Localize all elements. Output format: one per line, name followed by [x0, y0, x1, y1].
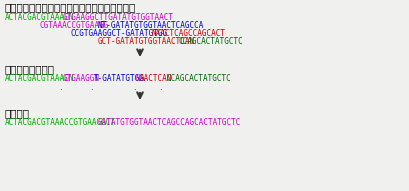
Text: GATATGTGGTAACTCAGCCAGCACTATGCTC: GATATGTGGTAACTCAGCCAGCACTATGCTC: [97, 118, 240, 127]
Text: CCAGCACTATGCTC: CCAGCACTATGCTC: [178, 37, 243, 46]
Text: AACTCAN: AACTCAN: [139, 74, 172, 83]
Text: GCT-GATATGTGGTAACTCAN: GCT-GATATGTGGTAACTCAN: [97, 37, 194, 46]
Text: CCAGCACTATGCTC: CCAGCACTATGCTC: [166, 74, 231, 83]
Text: .: .: [90, 83, 93, 92]
Text: ACTACGACGTAAACCGTGAAGGCT: ACTACGACGTAAACCGTGAAGGCT: [5, 118, 116, 127]
Text: .: .: [133, 83, 135, 92]
Text: N: N: [135, 74, 140, 83]
Text: CCGTGAAGGCT-GATATGTGG: CCGTGAAGGCT-GATATGTGG: [70, 29, 167, 38]
Text: CGTAAACCGTGAAGG: CGTAAACCGTGAAGG: [40, 21, 109, 30]
Text: NT-GATATGTGGTAACTCAGCCA: NT-GATATGTGGTAACTCAGCCA: [97, 21, 203, 30]
Text: 編集する: 編集する: [5, 108, 30, 118]
Text: .: .: [59, 83, 62, 92]
Text: ACTACGACGTAAACN: ACTACGACGTAAACN: [5, 74, 74, 83]
Text: GTGAAGGN: GTGAAGGN: [63, 74, 99, 83]
Text: ACTACGACGTAAACN: ACTACGACGTAAACN: [5, 13, 74, 22]
Text: NAACTCAGCCAGCACT: NAACTCAGCCAGCACT: [151, 29, 225, 38]
Text: 素データの塩基配列が重なる部分を並べていく: 素データの塩基配列が重なる部分を並べていく: [5, 2, 136, 12]
Text: .: .: [159, 83, 162, 92]
Text: GTGAAGGCTTGATATGTGGTAACT: GTGAAGGCTTGATATGTGGTAACT: [63, 13, 173, 22]
Text: T-GATATGTGG: T-GATATGTGG: [93, 74, 144, 83]
Text: 配列を連結させる: 配列を連結させる: [5, 64, 55, 74]
